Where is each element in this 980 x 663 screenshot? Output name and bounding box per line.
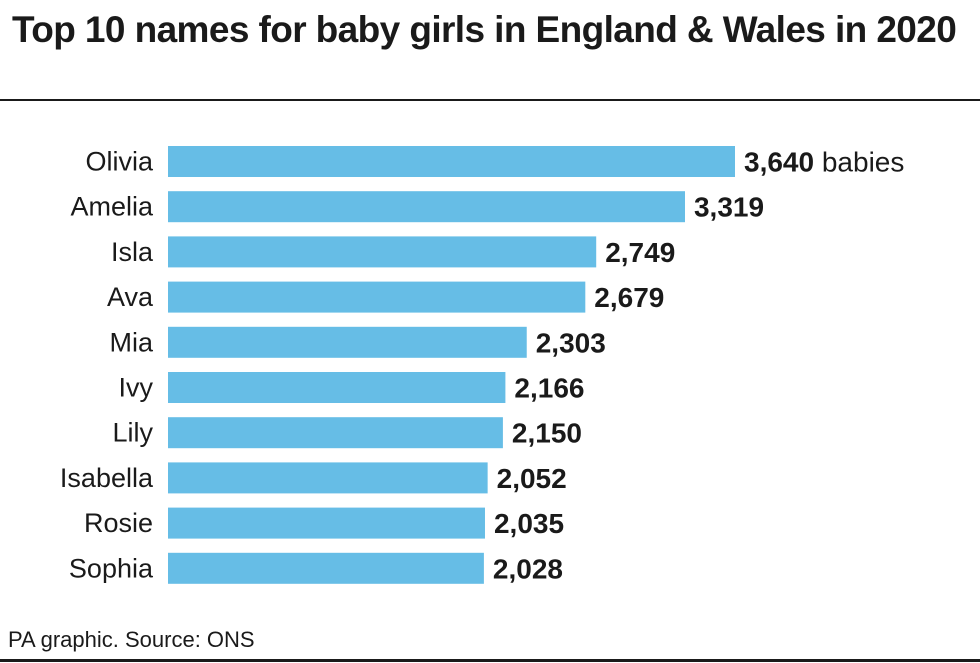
value-number: 3,640 (744, 146, 814, 177)
value-label-lily: 2,150 (512, 417, 582, 448)
value-number: 2,303 (536, 327, 606, 358)
bar-sophia (168, 552, 484, 584)
page-title: Top 10 names for baby girls in England &… (12, 9, 957, 50)
category-label-isla: Isla (111, 237, 154, 267)
value-number: 2,679 (594, 282, 664, 313)
category-label-amelia: Amelia (70, 192, 154, 222)
bar-rosie (168, 507, 485, 539)
value-number: 2,166 (514, 372, 584, 403)
value-label-ivy: 2,166 (514, 372, 584, 403)
title-divider (0, 99, 980, 101)
value-number: 2,052 (497, 462, 567, 493)
bar-amelia (168, 191, 685, 223)
chart-plot-area: Olivia 3,640 babies Amelia 3,319 Isla 2,749 Av… (60, 146, 904, 584)
value-label-olivia: 3,640 babies (744, 146, 904, 177)
bar-isabella (168, 462, 488, 494)
value-number: 2,749 (605, 236, 675, 267)
bar-lily (168, 417, 503, 449)
value-label-rosie: 2,035 (494, 508, 564, 539)
bar-ava (168, 281, 586, 313)
bar-mia (168, 326, 527, 358)
source-note: PA graphic. Source: ONS (8, 627, 255, 652)
bar-olivia (168, 146, 735, 177)
value-number: 2,035 (494, 508, 564, 539)
value-number: 2,150 (512, 417, 582, 448)
bar-isla (168, 236, 597, 268)
category-label-olivia: Olivia (85, 147, 153, 177)
value-label-isla: 2,749 (605, 236, 675, 267)
category-label-ivy: Ivy (118, 373, 153, 403)
category-label-isabella: Isabella (60, 463, 154, 493)
category-label-ava: Ava (107, 282, 154, 312)
category-label-rosie: Rosie (84, 508, 153, 538)
value-label-amelia: 3,319 (694, 191, 764, 222)
value-number: 3,319 (694, 191, 764, 222)
category-label-lily: Lily (112, 418, 153, 448)
category-label-mia: Mia (109, 327, 153, 357)
value-unit-label: babies (814, 146, 904, 177)
bottom-divider (0, 659, 980, 662)
category-label-sophia: Sophia (69, 553, 154, 583)
value-label-isabella: 2,052 (497, 462, 567, 493)
bar-chart: Olivia 3,640 babies Amelia 3,319 Isla 2,749 Av… (60, 146, 904, 584)
value-label-sophia: 2,028 (493, 553, 563, 584)
bar-ivy (168, 372, 506, 403)
value-number: 2,028 (493, 553, 563, 584)
value-label-mia: 2,303 (536, 327, 606, 358)
value-label-ava: 2,679 (594, 282, 664, 313)
